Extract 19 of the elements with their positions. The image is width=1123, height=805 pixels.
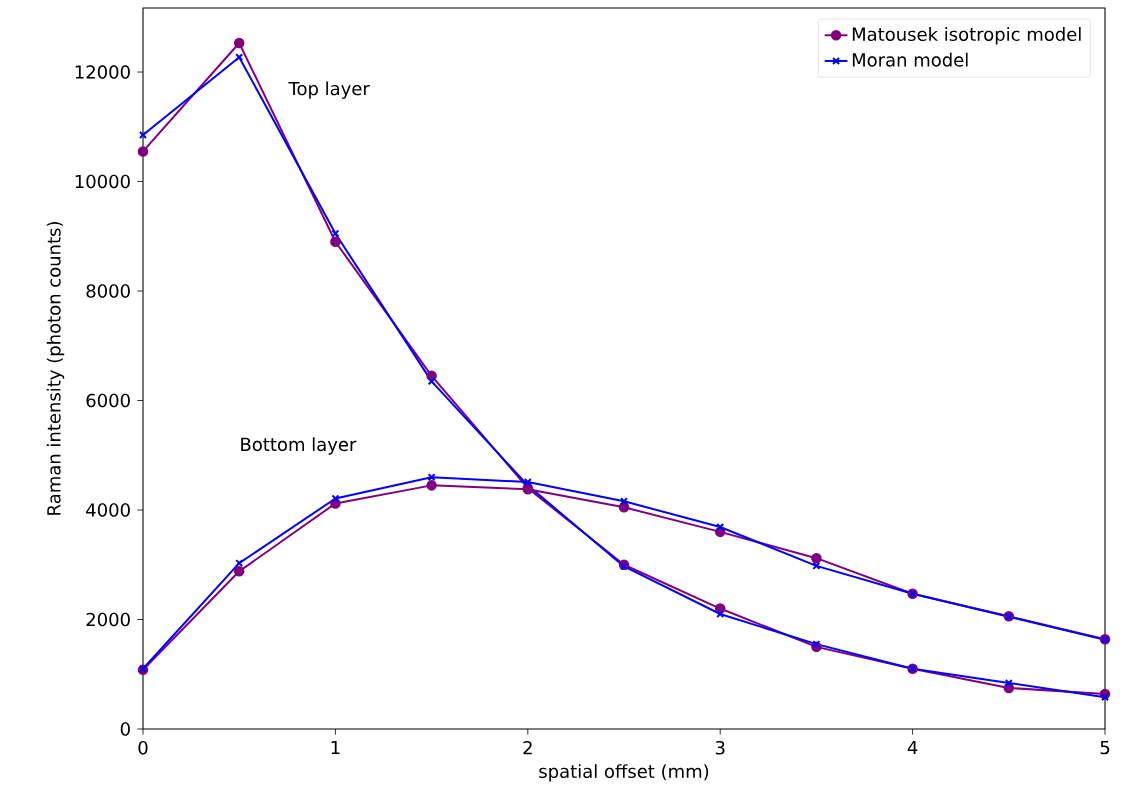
x-tick-label: 0 [138, 740, 148, 755]
x-tick-label: 2 [523, 740, 532, 755]
x-tick-label: 1 [331, 740, 340, 755]
x-tick-label: 3 [715, 740, 725, 755]
y-tick-label: 6000 [86, 393, 130, 408]
y-tick-label: 12000 [75, 65, 130, 79]
legend-label: Moran model [852, 52, 968, 67]
y-tick-label: 8000 [86, 284, 130, 298]
y-tick-label: 10000 [75, 174, 130, 189]
y-tick-label: 4000 [86, 503, 130, 517]
x-tick-label: 5 [1100, 740, 1110, 755]
x-tick-label: 4 [907, 740, 918, 755]
annotation: Top layer [288, 81, 370, 99]
annotation: Bottom layer [241, 437, 357, 455]
y-tick-label: 2000 [86, 612, 130, 627]
x-axis-title: spatial offset (mm) [539, 764, 709, 782]
y-tick-label: 0 [120, 722, 130, 736]
y-axis-title: Raman intensity (photon counts) [46, 222, 65, 515]
legend-label: Matousek isotropic model [852, 27, 1081, 45]
